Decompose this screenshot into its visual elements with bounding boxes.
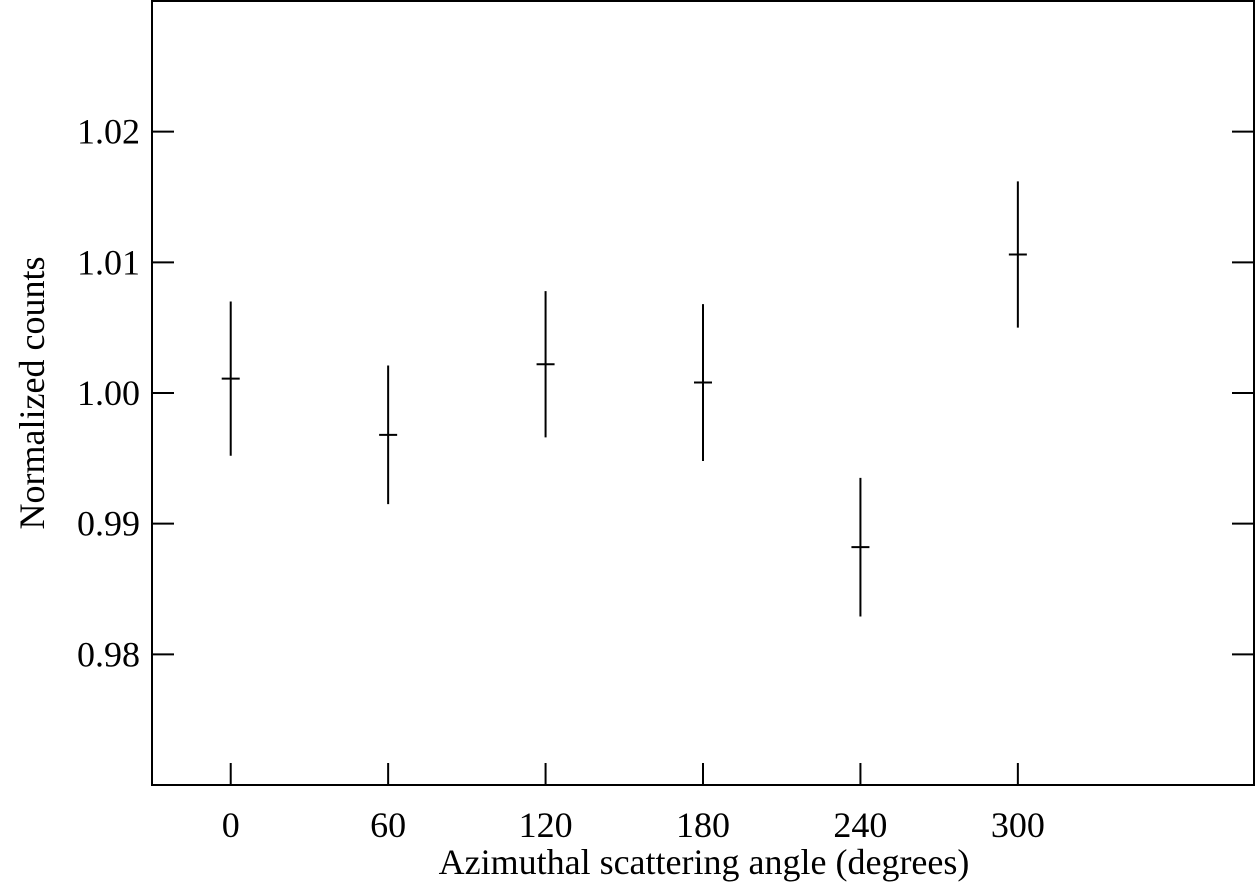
y-axis-label: Normalized counts [12, 257, 52, 530]
x-tick-label: 60 [370, 805, 406, 845]
y-tick-label: 0.99 [77, 504, 140, 544]
x-tick-label: 0 [222, 805, 240, 845]
y-tick-label: 1.00 [77, 373, 140, 413]
x-tick-label: 240 [833, 805, 887, 845]
y-tick-label: 1.02 [77, 112, 140, 152]
y-tick-label: 0.98 [77, 634, 140, 674]
x-tick-label: 300 [991, 805, 1045, 845]
x-axis-label: Azimuthal scattering angle (degrees) [439, 842, 970, 882]
y-tick-label: 1.01 [77, 242, 140, 282]
x-tick-label: 180 [676, 805, 730, 845]
x-tick-label: 120 [519, 805, 573, 845]
